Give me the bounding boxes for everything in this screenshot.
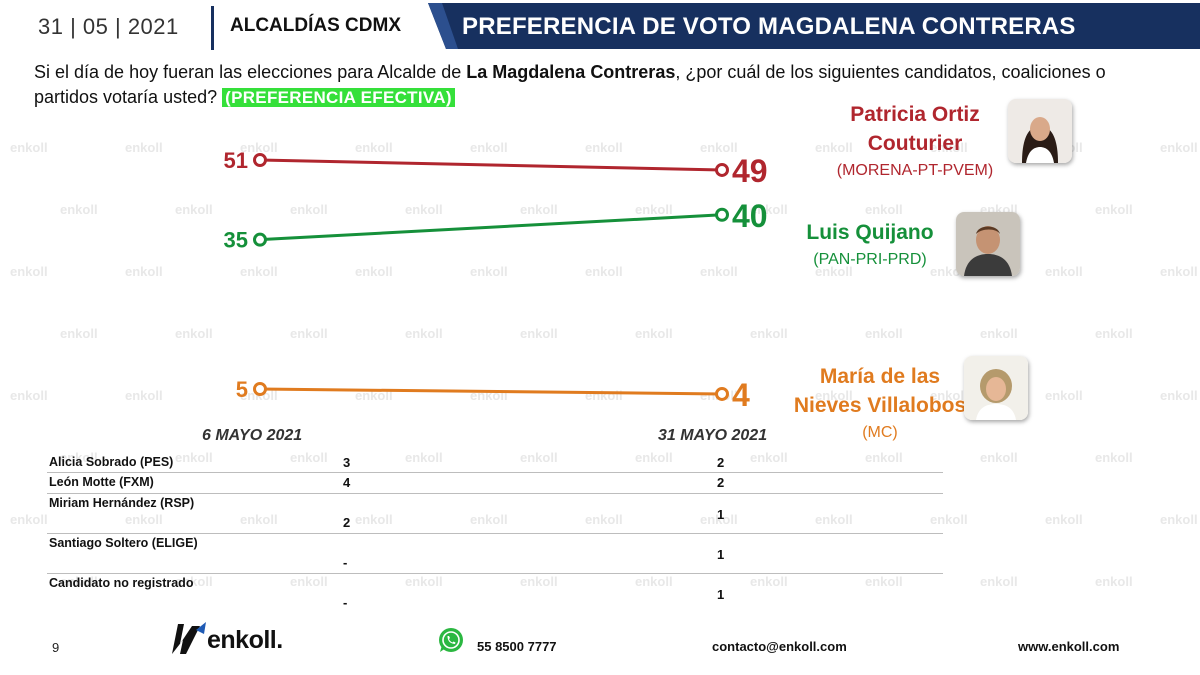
table-row: Santiago Soltero (ELIGE) - 1 — [47, 534, 943, 574]
table-row: Candidato no registrado - 1 — [47, 574, 943, 614]
data-point-1-0 — [253, 232, 267, 247]
question-text-1: Si el día de hoy fueran las elecciones p… — [34, 62, 467, 82]
table-row: Miriam Hernández (RSP) 2 1 — [47, 494, 943, 534]
candidate-name-line2: Nieves Villalobos — [793, 394, 967, 417]
title-banner: PREFERENCIA DE VOTO MAGDALENA CONTRERAS — [428, 3, 1200, 49]
row-value-end: 2 — [717, 455, 725, 470]
question-bold: La Magdalena Contreras — [466, 62, 676, 82]
date-label-end: 31 MAYO 2021 — [658, 427, 768, 444]
candidate-name-line1: Luis Quijano — [806, 221, 934, 244]
row-name: Candidato no registrado — [49, 576, 194, 590]
series-line-0 — [259, 158, 723, 172]
series-line-2 — [259, 387, 723, 396]
candidate-name-line2: Couturier — [867, 132, 963, 155]
data-label-end-0: 49 — [732, 153, 768, 189]
candidate-party: (MC) — [862, 424, 898, 441]
row-value-start: 4 — [343, 475, 351, 490]
row-value-start: 2 — [343, 515, 351, 530]
row-value-start: - — [343, 555, 348, 570]
data-label-start-1: 35 — [224, 228, 248, 253]
report-date: 31 | 05 | 2021 — [38, 14, 179, 39]
website-link[interactable]: www.enkoll.com — [1018, 639, 1120, 654]
row-value-start: - — [343, 595, 348, 610]
data-label-end-2: 4 — [732, 377, 750, 413]
candidate-quijano: Luis Quijano (PAN-PRI-PRD) — [800, 218, 940, 271]
data-point-0-1 — [715, 162, 729, 177]
row-name: Miriam Hernández (RSP) — [49, 496, 195, 510]
row-value-end: 1 — [717, 587, 725, 602]
avatar-quijano — [956, 212, 1020, 276]
row-value-start: 3 — [343, 455, 351, 470]
row-value-end: 1 — [717, 507, 725, 522]
table-row: León Motte (FXM) 4 2 — [47, 473, 943, 494]
header: 31 | 05 | 2021 ALCALDÍAS CDMX PREFERENCI… — [0, 0, 1200, 52]
table-row: Alicia Sobrado (PES) 3 2 — [47, 453, 943, 473]
data-point-1-1 — [715, 207, 729, 222]
section-label: ALCALDÍAS CDMX — [230, 15, 401, 36]
survey-question: Si el día de hoy fueran las elecciones p… — [34, 60, 1154, 110]
enkoll-logo-icon — [172, 622, 206, 654]
contact-phone[interactable]: 55 8500 7777 — [477, 639, 557, 654]
row-value-end: 2 — [717, 475, 725, 490]
photo-villalobos — [964, 356, 1028, 420]
effective-preference-badge: (PREFERENCIA EFECTIVA) — [222, 88, 455, 107]
candidate-name-line1: María de las — [819, 365, 941, 388]
contact-email[interactable]: contacto@enkoll.com — [712, 639, 847, 654]
brand-name: enkoll. — [207, 626, 283, 654]
candidate-party: (MORENA-PT-PVEM) — [836, 162, 994, 179]
row-name: Alicia Sobrado (PES) — [49, 455, 174, 469]
data-point-2-0 — [253, 382, 267, 396]
data-label-start-0: 51 — [224, 148, 248, 173]
page-title: PREFERENCIA DE VOTO MAGDALENA CONTRERAS — [462, 13, 1076, 40]
candidate-villalobos: María de las Nieves Villalobos (MC) — [790, 362, 970, 444]
date-label-start: 6 MAYO 2021 — [202, 427, 303, 444]
row-name: Santiago Soltero (ELIGE) — [49, 536, 198, 550]
candidate-ortiz: Patricia Ortiz Couturier (MORENA-PT-PVEM… — [820, 100, 1010, 182]
data-label-end-1: 40 — [732, 198, 768, 234]
avatar-ortiz — [1008, 99, 1072, 163]
row-name: León Motte (FXM) — [49, 475, 154, 489]
series-line-1 — [259, 213, 723, 242]
data-point-0-0 — [253, 153, 267, 167]
header-divider — [211, 6, 214, 50]
page-number: 9 — [52, 640, 60, 655]
banner-shape — [428, 3, 1200, 49]
photo-ortiz — [1008, 99, 1072, 163]
photo-quijano — [956, 212, 1020, 276]
question-text-2: , ¿por cuál de los siguientes candidatos… — [34, 62, 1106, 107]
others-table: Alicia Sobrado (PES) 3 2 León Motte (FXM… — [47, 453, 943, 614]
whatsapp-icon — [439, 628, 463, 652]
data-point-2-1 — [715, 386, 729, 401]
data-label-start-2: 5 — [236, 377, 248, 402]
candidate-party: (PAN-PRI-PRD) — [813, 251, 927, 268]
candidate-name-line1: Patricia Ortiz — [850, 103, 980, 126]
row-value-end: 1 — [717, 547, 725, 562]
avatar-villalobos — [964, 356, 1028, 420]
